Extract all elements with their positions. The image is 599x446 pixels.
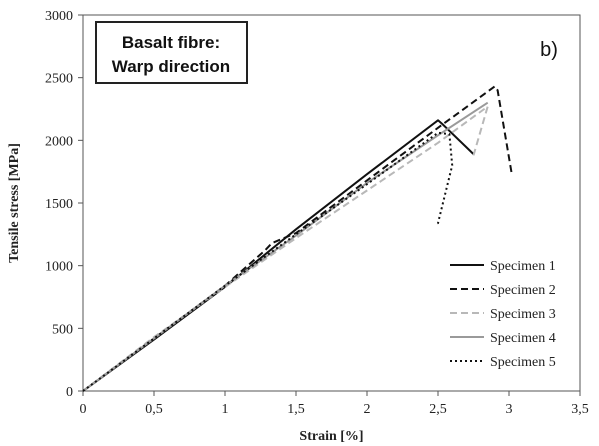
annotation-box xyxy=(95,21,248,84)
legend-layer: Specimen 1 Specimen 2 Specimen 3 Specimen 4… xyxy=(450,259,556,370)
annotation-line: Warp direction xyxy=(112,57,230,76)
y-tick-label: 2500 xyxy=(45,72,73,87)
y-tick-label: 0 xyxy=(66,385,73,400)
legend-label-specimen-2: Specimen 2 xyxy=(490,283,556,298)
series-line-specimen-1 xyxy=(82,119,475,392)
legend-label-specimen-3: Specimen 3 xyxy=(490,307,556,322)
y-tick-label: 1500 xyxy=(45,197,73,212)
annotation-line: Basalt fibre: xyxy=(122,33,220,52)
x-tick-label: 3,5 xyxy=(571,402,589,417)
annotation-layer: Basalt fibre: Warp direction b) xyxy=(95,21,558,84)
series-line-specimen-3 xyxy=(82,105,489,392)
x-tick-label: 2,5 xyxy=(429,402,447,417)
x-axis-title: Strain [%] xyxy=(299,429,363,444)
y-tick-label: 500 xyxy=(52,322,73,337)
x-tick-label: 1,5 xyxy=(287,402,305,417)
y-axis-title: Tensile stress [MPa] xyxy=(7,143,22,263)
y-tick-label: 3000 xyxy=(45,9,73,24)
x-tick-label: 2 xyxy=(364,402,371,417)
series-layer xyxy=(82,85,513,392)
x-tick-label: 0,5 xyxy=(145,402,163,417)
y-tick-label: 2000 xyxy=(45,134,73,149)
x-tick-label: 0 xyxy=(80,402,87,417)
legend-label-specimen-5: Specimen 5 xyxy=(490,355,556,370)
legend-label-specimen-4: Specimen 4 xyxy=(490,331,556,346)
x-tick-label: 3 xyxy=(506,402,513,417)
axes-layer: 0 0,5 1 1,5 2 2,5 3 3,5 0 500 1000 1500 2000 2500 3000… xyxy=(7,9,589,444)
panel-label: b) xyxy=(540,39,558,61)
series-line-specimen-4 xyxy=(82,101,489,392)
legend-label-specimen-1: Specimen 1 xyxy=(490,259,556,274)
y-tick-label: 1000 xyxy=(45,260,73,275)
x-tick-label: 1 xyxy=(222,402,229,417)
series-line-specimen-5 xyxy=(82,131,454,392)
